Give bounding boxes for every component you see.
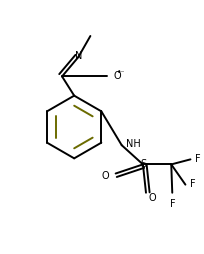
Text: S: S (139, 160, 145, 169)
Text: NH: NH (125, 139, 140, 149)
Text: F: F (194, 154, 200, 164)
Text: F: F (189, 179, 195, 189)
Text: O: O (112, 71, 120, 81)
Text: O: O (101, 171, 109, 181)
Text: •⁻: •⁻ (116, 68, 124, 77)
Text: N: N (74, 51, 82, 61)
Text: O: O (148, 193, 155, 203)
Text: F: F (170, 199, 175, 209)
